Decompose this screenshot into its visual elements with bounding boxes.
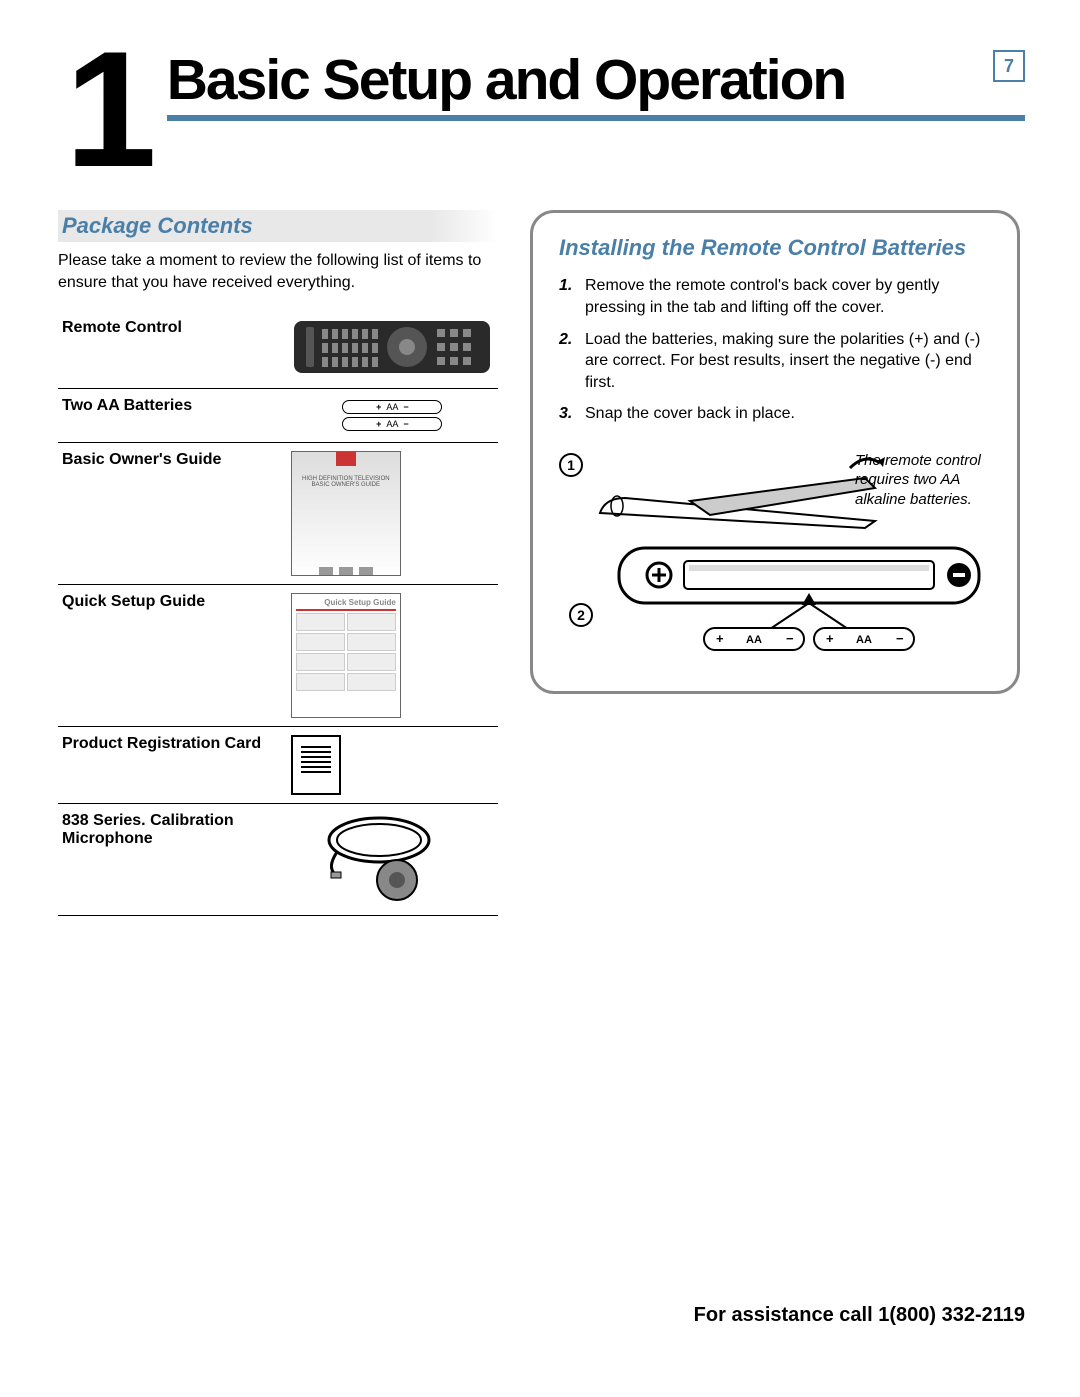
remote-control-icon: [292, 319, 492, 375]
diagram-label-1: 1: [559, 453, 583, 477]
right-column: Installing the Remote Control Batteries …: [530, 210, 1020, 916]
chapter-header: 1 Basic Setup and Operation: [65, 35, 1025, 184]
aa-batteries-icon: + AA − + AA −: [342, 400, 442, 431]
diagram-number-2: 2: [569, 603, 593, 627]
item-label: Quick Setup Guide: [58, 585, 287, 727]
svg-text:−: −: [896, 631, 904, 646]
table-row: Two AA Batteries + AA − + AA −: [58, 389, 498, 443]
chapter-title: Basic Setup and Operation: [167, 47, 1025, 121]
chapter-number: 1: [65, 35, 149, 184]
item-label: Basic Owner's Guide: [58, 443, 287, 585]
item-image-cell: HIGH DEFINITION TELEVISIONBASIC OWNER'S …: [287, 443, 498, 585]
quick-setup-guide-icon: Quick Setup Guide: [291, 593, 401, 718]
chapter-title-wrap: Basic Setup and Operation: [167, 35, 1025, 121]
step-number: 3.: [559, 403, 585, 425]
package-heading: Package Contents: [58, 210, 498, 242]
diagram-label-2: 2: [569, 603, 593, 627]
svg-text:−: −: [786, 631, 794, 646]
package-intro: Please take a moment to review the follo…: [58, 250, 498, 293]
table-row: 838 Series. Calibration Microphone: [58, 804, 498, 916]
content-area: Package Contents Please take a moment to…: [58, 210, 1025, 916]
remote-cover-diagram-icon: [595, 443, 895, 538]
registration-card-icon: [291, 735, 341, 795]
item-image-cell: [287, 311, 498, 389]
table-row: Quick Setup Guide Quick Setup Guide: [58, 585, 498, 727]
item-label: Two AA Batteries: [58, 389, 287, 443]
svg-text:+: +: [826, 631, 834, 646]
calibration-mic-icon: [317, 812, 467, 902]
table-row: Product Registration Card: [58, 727, 498, 804]
item-label: Remote Control: [58, 311, 287, 389]
step-number: 2.: [559, 329, 585, 394]
battery-aa-label: AA: [856, 634, 872, 646]
step-item: 2. Load the batteries, making sure the p…: [559, 329, 991, 394]
left-column: Package Contents Please take a moment to…: [58, 210, 498, 916]
item-image-cell: Quick Setup Guide: [287, 585, 498, 727]
diagram-number-1: 1: [559, 453, 583, 477]
item-label: Product Registration Card: [58, 727, 287, 804]
item-image-cell: [287, 804, 498, 916]
svg-text:+: +: [716, 631, 724, 646]
step-text: Snap the cover back in place.: [585, 403, 795, 425]
package-contents-table: Remote Control: [58, 311, 498, 916]
install-heading: Installing the Remote Control Batteries: [559, 235, 991, 261]
battery-aa-label: AA: [746, 634, 762, 646]
footer-assistance: For assistance call 1(800) 332-2119: [694, 1304, 1025, 1327]
table-row: Basic Owner's Guide HIGH DEFINITION TELE…: [58, 443, 498, 585]
step-number: 1.: [559, 275, 585, 318]
battery-label: AA: [386, 419, 398, 429]
item-image-cell: [287, 727, 498, 804]
install-steps: 1. Remove the remote control's back cove…: [559, 275, 991, 425]
step-text: Remove the remote control's back cover b…: [585, 275, 991, 318]
table-row: Remote Control: [58, 311, 498, 389]
step-text: Load the batteries, making sure the pola…: [585, 329, 991, 394]
item-label: 838 Series. Calibration Microphone: [58, 804, 287, 916]
battery-compartment-icon: + AA − + AA −: [609, 543, 989, 663]
install-callout: Installing the Remote Control Batteries …: [530, 210, 1020, 694]
battery-label: AA: [386, 402, 398, 412]
owners-guide-icon: HIGH DEFINITION TELEVISIONBASIC OWNER'S …: [291, 451, 401, 576]
step-item: 3. Snap the cover back in place.: [559, 403, 991, 425]
item-image-cell: + AA − + AA −: [287, 389, 498, 443]
diagram-caption: The remote control requires two AA alkal…: [855, 451, 985, 510]
install-diagram: 1 The remote control requires two AA alk…: [559, 443, 991, 663]
step-item: 1. Remove the remote control's back cove…: [559, 275, 991, 318]
